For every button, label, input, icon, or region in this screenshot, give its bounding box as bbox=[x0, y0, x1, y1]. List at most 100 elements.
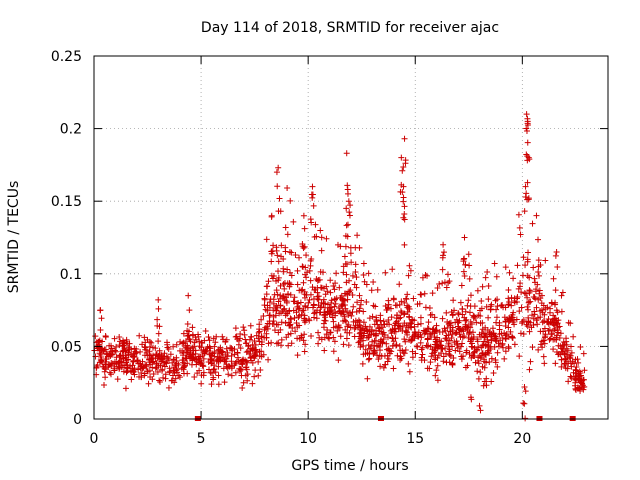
data-point bbox=[159, 367, 166, 374]
data-point bbox=[349, 272, 356, 279]
data-point bbox=[328, 297, 335, 304]
data-point bbox=[277, 302, 284, 309]
data-point bbox=[331, 286, 338, 293]
data-point bbox=[286, 307, 293, 314]
data-point bbox=[530, 315, 537, 322]
data-point bbox=[264, 283, 271, 290]
data-point bbox=[292, 328, 299, 335]
data-point bbox=[496, 326, 503, 333]
data-point bbox=[303, 252, 310, 259]
data-point bbox=[212, 369, 219, 376]
data-point bbox=[270, 307, 277, 314]
data-point bbox=[384, 358, 391, 365]
data-point bbox=[427, 343, 434, 350]
data-point bbox=[198, 380, 205, 387]
data-point bbox=[573, 363, 580, 370]
data-point bbox=[428, 311, 435, 318]
data-point bbox=[357, 329, 364, 336]
data-point bbox=[318, 247, 325, 254]
data-point bbox=[493, 306, 500, 313]
data-point bbox=[155, 338, 162, 345]
data-point bbox=[243, 366, 250, 373]
data-point bbox=[524, 323, 531, 330]
data-point bbox=[198, 339, 205, 346]
data-point bbox=[306, 296, 313, 303]
data-point bbox=[461, 272, 468, 279]
data-point bbox=[295, 300, 302, 307]
data-point bbox=[552, 287, 559, 294]
data-point bbox=[296, 322, 303, 329]
data-point bbox=[476, 331, 483, 338]
data-point bbox=[413, 343, 420, 350]
y-tick-label: 0.15 bbox=[51, 194, 82, 210]
data-point bbox=[401, 299, 408, 306]
data-point bbox=[111, 335, 118, 342]
data-point bbox=[266, 304, 273, 311]
data-point bbox=[534, 321, 541, 328]
data-point bbox=[278, 319, 285, 326]
data-point bbox=[458, 356, 465, 363]
data-point bbox=[465, 334, 472, 341]
data-point bbox=[283, 299, 290, 306]
data-point bbox=[440, 353, 447, 360]
data-point bbox=[108, 371, 115, 378]
data-point bbox=[116, 333, 123, 340]
data-point bbox=[393, 302, 400, 309]
data-point bbox=[293, 319, 300, 326]
data-point bbox=[453, 338, 460, 345]
data-point bbox=[375, 324, 382, 331]
data-point bbox=[475, 312, 482, 319]
data-point bbox=[511, 321, 518, 328]
x-tick-label: 0 bbox=[90, 431, 99, 447]
data-point bbox=[285, 319, 292, 326]
data-point bbox=[173, 341, 180, 348]
data-point bbox=[458, 343, 465, 350]
data-point bbox=[535, 296, 542, 303]
data-point bbox=[552, 301, 559, 308]
data-point bbox=[404, 291, 411, 298]
data-point bbox=[342, 260, 349, 267]
data-point bbox=[522, 183, 529, 190]
data-point bbox=[561, 341, 568, 348]
data-point bbox=[323, 331, 330, 338]
data-point bbox=[475, 343, 482, 350]
data-point bbox=[150, 370, 157, 377]
data-point bbox=[410, 295, 417, 302]
data-point bbox=[388, 330, 395, 337]
data-point bbox=[407, 319, 414, 326]
data-point bbox=[574, 356, 581, 363]
data-point bbox=[541, 360, 548, 367]
data-point bbox=[483, 382, 490, 389]
data-point bbox=[407, 267, 414, 274]
data-point bbox=[303, 274, 310, 281]
data-point bbox=[446, 351, 453, 358]
data-point bbox=[343, 308, 350, 315]
data-point bbox=[380, 336, 387, 343]
data-point bbox=[449, 360, 456, 367]
data-point bbox=[457, 299, 464, 306]
data-point bbox=[160, 374, 167, 381]
data-point bbox=[397, 323, 404, 330]
data-point bbox=[520, 316, 527, 323]
data-point bbox=[459, 334, 466, 341]
data-point bbox=[372, 303, 379, 310]
data-point bbox=[296, 254, 303, 261]
data-point bbox=[360, 308, 367, 315]
data-point bbox=[452, 347, 459, 354]
data-point bbox=[572, 379, 579, 386]
data-point bbox=[208, 370, 215, 377]
data-point bbox=[438, 338, 445, 345]
data-point bbox=[206, 366, 213, 373]
data-point bbox=[383, 307, 390, 314]
data-point bbox=[429, 290, 436, 297]
data-point bbox=[111, 365, 118, 372]
data-point bbox=[390, 365, 397, 372]
data-point bbox=[439, 280, 446, 287]
data-point bbox=[301, 315, 308, 322]
data-point bbox=[526, 156, 533, 163]
data-point bbox=[229, 347, 236, 354]
data-point bbox=[526, 366, 533, 373]
data-point bbox=[363, 326, 370, 333]
data-point bbox=[403, 328, 410, 335]
data-point bbox=[460, 268, 467, 275]
